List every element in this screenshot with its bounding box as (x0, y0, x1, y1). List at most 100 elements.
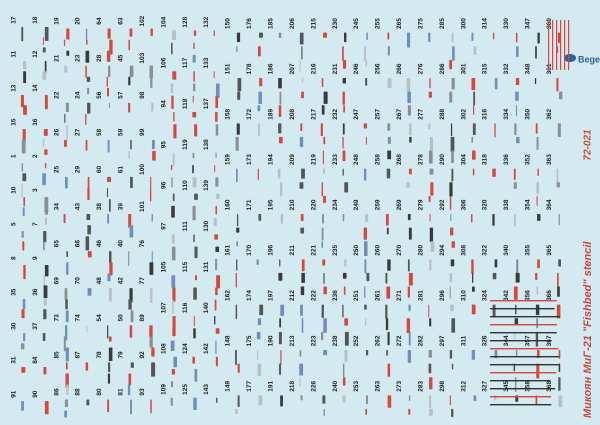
stencil-number: 195 (268, 199, 275, 210)
stencil-mark (429, 377, 433, 390)
stencil-number: 314 (482, 18, 489, 29)
stencil-mark (149, 336, 153, 348)
stencil-mark (23, 265, 26, 280)
stencil-mark (513, 214, 516, 227)
stencil-number: 286 (439, 63, 446, 74)
stencil-mark (108, 65, 111, 78)
stencil-mark (42, 37, 44, 45)
stencil-mark (387, 32, 390, 40)
stencil-number: 78 (96, 351, 103, 359)
stencil-mark (85, 236, 90, 251)
stencil-number: 298 (439, 380, 446, 391)
stencil-number: 18 (32, 16, 39, 24)
stencil-mark (235, 350, 237, 365)
stencil-mark (42, 71, 47, 80)
stencil-mark (407, 259, 410, 272)
stencil-mark (173, 356, 178, 368)
stencil-mark (108, 336, 112, 342)
stencil-number: 24 (75, 91, 82, 99)
stencil-number: 277 (417, 108, 424, 119)
stencil-mark (109, 251, 112, 263)
stencil-mark (556, 182, 560, 188)
stencil-mark (299, 136, 304, 148)
stencil-mark (214, 316, 216, 325)
stencil-number: 20 (75, 17, 82, 25)
stencil-mark (278, 331, 282, 345)
stencil-mark (44, 61, 47, 73)
stencil-mark (65, 373, 69, 388)
stencil-number: 85 (53, 351, 60, 359)
stencil-mark (428, 150, 433, 164)
stencil-mark (321, 227, 324, 241)
stencil-mark (172, 316, 176, 329)
stencil-mark (151, 214, 153, 222)
stencil-mark (85, 113, 87, 125)
stencil-mark (386, 227, 389, 235)
stencil-number: 48 (96, 277, 103, 285)
stripe-stencil (490, 404, 552, 406)
stencil-mark (279, 259, 281, 267)
stencil-number: 96 (160, 181, 167, 189)
stencil-mark (472, 150, 476, 160)
stencil-mark (514, 123, 517, 136)
stencil-mark (151, 139, 155, 150)
stencil-mark (128, 39, 130, 51)
stencil-mark (172, 30, 176, 41)
stencil-mark (170, 381, 174, 388)
stencil-mark (558, 259, 561, 267)
stencil-mark (23, 105, 27, 115)
stencil-mark (408, 331, 411, 346)
stencil-mark (323, 32, 327, 38)
stencil-mark (514, 318, 519, 325)
stencil-mark (192, 112, 197, 118)
brand-logo: Begemot (564, 54, 600, 64)
stencil-number: 216 (310, 63, 317, 74)
stencil-mark (44, 217, 48, 225)
stencil-mark (258, 91, 262, 105)
stencil-mark (365, 395, 368, 405)
stencil-number: 362 (546, 108, 553, 119)
stencil-number: 209 (289, 154, 296, 165)
stencil-mark (151, 362, 156, 377)
stencil-number: 7 (32, 222, 39, 226)
stencil-mark (450, 304, 454, 312)
stencil-mark (323, 272, 325, 284)
stencil-mark (130, 176, 133, 188)
stencil-mark (109, 39, 113, 55)
stencil-number: 31 (10, 356, 17, 364)
stencil-number: 315 (482, 63, 489, 74)
stencil-number: 158 (225, 108, 232, 119)
stripe-stencil (490, 364, 560, 366)
stencil-mark (363, 46, 366, 62)
stencil-mark (171, 275, 176, 288)
stencil-mark (322, 168, 325, 174)
stencil-mark (365, 136, 367, 145)
stencil-number: 304 (460, 154, 467, 165)
stencil-mark (152, 150, 156, 161)
stencil-mark (494, 123, 496, 138)
stencil-mark (471, 350, 475, 360)
stripe-stencil (490, 372, 557, 374)
stencil-mark (214, 234, 218, 240)
stencil-mark (386, 286, 391, 299)
stencil-number: 27 (75, 128, 82, 136)
stencil-number: 106 (160, 57, 167, 68)
stencil-mark (536, 318, 539, 329)
stencil-mark (301, 46, 303, 60)
stencil-number: 263 (375, 380, 382, 391)
stencil-mark (556, 168, 559, 184)
stencil-mark (278, 78, 282, 89)
stencil-mark (449, 272, 453, 283)
stencil-mark (556, 78, 559, 92)
stencil-number: 23 (75, 54, 82, 62)
stencil-mark (323, 408, 325, 416)
stencil-mark (342, 363, 345, 378)
stencil-number: 217 (310, 108, 317, 119)
stencil-mark (107, 373, 111, 384)
stencil-mark (342, 395, 346, 403)
stencil-number: 160 (225, 199, 232, 210)
stencil-mark (301, 91, 304, 99)
stencil-mark (320, 331, 324, 341)
stencil-number: 363 (546, 154, 553, 165)
stencil-mark (387, 259, 391, 271)
